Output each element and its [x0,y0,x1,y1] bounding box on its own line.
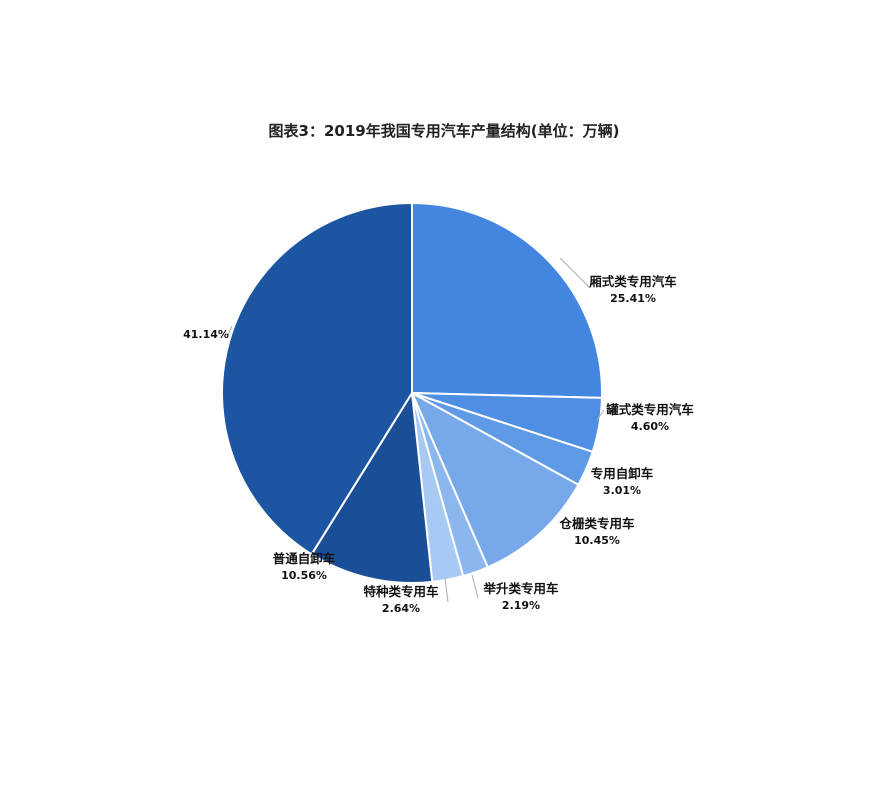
slice-percent: 3.01% [602,484,642,497]
slice-percent: 2.19% [501,599,541,612]
slice-name: 普通自卸车 [272,551,336,566]
slice-name: 举升类专用车 [483,581,559,596]
pie-slice [310,390,434,584]
slice-percent: 10.45% [574,534,620,547]
pie-slice [221,201,413,556]
slice-label: 仓栅类专用车 10.45% [559,515,634,549]
slice-label: 罐式类专用汽车 4.60% [606,401,694,435]
slice-label: 41.14% [183,326,229,343]
slice-percent: 10.56% [281,569,327,582]
slice-percent: 2.64% [381,602,421,615]
leader-line [444,577,449,603]
slice-name: 厢式类专用汽车 [589,274,677,289]
slice-label: 普通自卸车 10.56% [273,550,336,584]
leader-line [596,409,605,421]
leader-line [559,257,591,289]
slice-name: 仓栅类专用车 [559,516,635,531]
slice-percent: 4.60% [630,420,670,433]
pie-slice [411,201,603,399]
slice-label: 厢式类专用汽车 25.41% [589,273,677,307]
slice-percent: 25.41% [610,292,656,305]
slice-name: 罐式类专用汽车 [606,402,694,417]
slice-label: 举升类专用车 2.19% [483,580,558,614]
slice-name: 特种类专用车 [363,584,439,599]
slice-label: 特种类专用车 2.64% [363,583,438,617]
pie-slice [409,390,580,569]
leader-line [471,574,479,599]
slice-label: 专用自卸车 3.01% [591,465,654,499]
slice-name: 专用自卸车 [590,466,654,481]
chart-title: 图表3：2019年我国专用汽车产量结构(单位：万辆) [268,122,620,140]
slice-percent: 41.14% [183,328,229,341]
leader-line [227,325,233,336]
